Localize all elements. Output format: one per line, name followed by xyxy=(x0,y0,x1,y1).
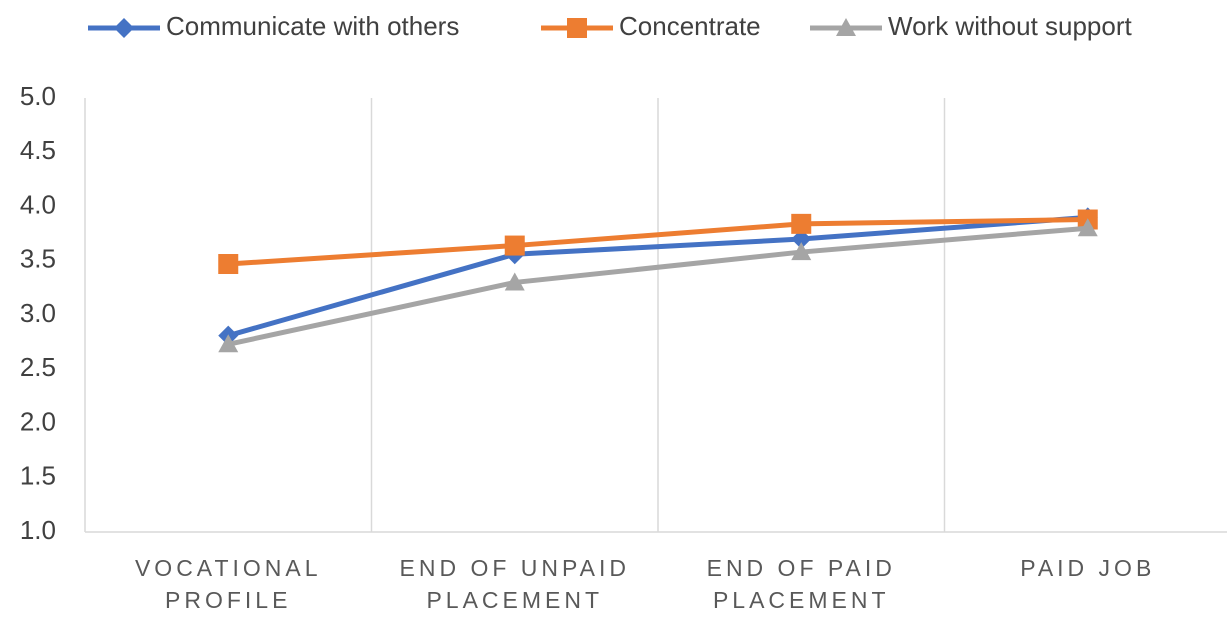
legend-label: Work without support xyxy=(888,11,1133,41)
series-line xyxy=(227,214,1088,339)
y-tick-label: 1.5 xyxy=(20,461,56,491)
series-line xyxy=(227,225,1088,347)
marker xyxy=(567,18,587,38)
series-line xyxy=(228,217,1088,267)
x-tick-label: END OF PAID PLACEMENT xyxy=(706,555,896,613)
marker xyxy=(504,272,525,291)
y-tick-label: 1.0 xyxy=(20,515,56,545)
x-tick-label: END OF UNPAID PLACEMENT xyxy=(399,555,630,613)
y-tick-label: 4.0 xyxy=(20,189,56,219)
x-tick-label: VOCATIONAL PROFILE xyxy=(134,555,322,613)
marker xyxy=(218,334,239,353)
y-tick-label: 3.5 xyxy=(20,244,56,274)
marker xyxy=(791,242,812,261)
y-tick-label: 2.5 xyxy=(20,352,56,382)
legend-label: Concentrate xyxy=(619,11,761,41)
y-tick-label: 2.0 xyxy=(20,406,56,436)
marker xyxy=(1077,218,1098,237)
y-tick-label: 3.0 xyxy=(20,298,56,328)
x-tick-label: PAID JOB xyxy=(1020,555,1156,581)
y-tick-label: 5.0 xyxy=(20,81,56,111)
marker xyxy=(791,213,812,234)
y-tick-label: 4.5 xyxy=(20,135,56,165)
marker xyxy=(791,229,812,250)
marker xyxy=(836,18,856,36)
legend-label: Communicate with others xyxy=(166,11,459,41)
marker xyxy=(218,254,239,275)
marker xyxy=(114,18,134,38)
marker xyxy=(504,235,525,256)
